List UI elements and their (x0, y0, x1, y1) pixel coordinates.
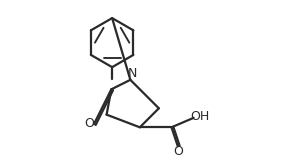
Text: O: O (173, 144, 183, 158)
Text: O: O (84, 117, 94, 130)
Text: N: N (128, 67, 137, 80)
Text: OH: OH (190, 110, 210, 123)
